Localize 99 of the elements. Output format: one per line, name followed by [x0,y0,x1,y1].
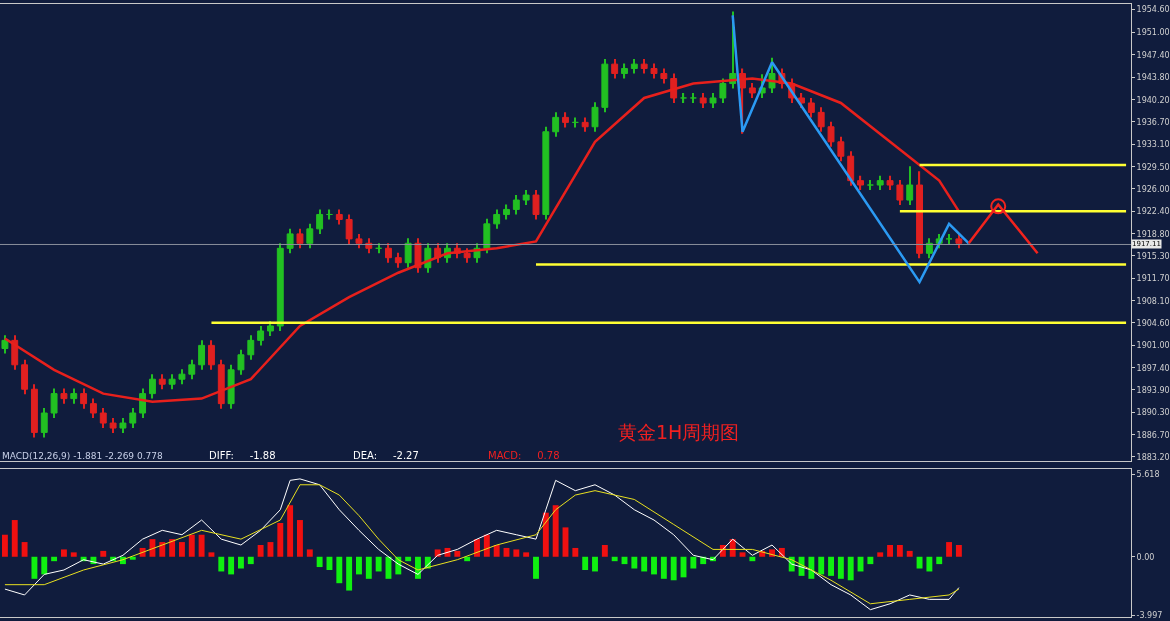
bar [818,556,825,575]
bar [198,534,205,557]
y-tick-label: 1926.00 [1136,184,1170,194]
bar [877,552,884,557]
bar [582,556,589,570]
bar [592,556,598,572]
annotation: DEA: -2.27 [353,450,419,461]
y-tick-label: 1915.30 [1136,251,1170,261]
annotation: MACD: 0.78 [488,450,560,461]
bar [208,552,215,557]
bar [670,556,677,581]
bar [611,556,618,562]
bar [837,556,844,579]
bar [129,556,136,560]
bar [346,556,353,591]
bar [523,552,530,557]
bar [149,539,156,557]
bar [306,549,313,557]
y-tick-label: 1893.90 [1136,385,1170,395]
bar [218,556,225,572]
y-tick-label: 1951.00 [1136,27,1170,37]
y-tick-label: 0.00 [1136,552,1155,562]
bar [847,556,854,581]
bar [631,556,638,569]
bar [533,556,539,579]
y-tick-label: 1901.00 [1136,341,1170,351]
bar [336,556,343,584]
y-tick-label: 1908.10 [1136,296,1170,306]
bar [552,505,559,557]
bar [896,545,903,557]
y-tick-label: 1929.50 [1136,162,1170,172]
bar [316,556,323,568]
bar [41,556,48,575]
bar [11,520,18,557]
bar [808,556,815,579]
bar [70,552,77,557]
bar [690,556,697,569]
bar [493,545,500,557]
bar [828,556,834,576]
bar [936,556,943,565]
bar [21,542,28,557]
bar [159,542,166,557]
bar [238,556,244,569]
bar [641,556,648,572]
bar [572,547,579,557]
y-tick-label: 1947.40 [1136,50,1170,60]
bar [60,549,67,557]
bar [601,545,608,557]
bar [169,539,176,557]
bar [375,556,382,572]
bar [926,556,933,572]
bar [916,556,923,569]
bar [297,520,303,557]
bar [365,556,372,579]
bar [946,542,953,557]
bar [513,549,520,557]
y-tick-label: 1940.20 [1136,95,1170,105]
annotation: MACD(12,26,9) -1.881 -2.269 0.778 [2,451,163,461]
bar [31,556,38,579]
line-series [731,14,970,284]
bar [100,550,107,557]
y-tick-label: 1911.70 [1136,274,1170,284]
bar [660,556,667,579]
bar [651,556,657,575]
bar [178,542,185,557]
bar [542,512,549,557]
annotation: DIFF: -1.88 [209,450,276,461]
bar [277,522,284,557]
bar [247,556,254,565]
y-tick-label: 1897.40 [1136,363,1170,373]
bar [287,505,294,557]
bar [356,556,362,575]
bar [867,556,874,565]
bar [51,556,58,562]
y-tick-label: 1922.40 [1136,207,1170,217]
bar [188,534,195,557]
bar [739,552,746,557]
bar [1,534,8,557]
bar [257,545,264,557]
y-tick-label: 1904.60 [1136,318,1170,328]
y-tick-label: 1886.70 [1136,430,1170,440]
bar [454,550,461,557]
y-tick-label: -3.997 [1136,611,1163,621]
y-tick-label: 5.618 [1136,470,1160,480]
y-tick-label: 1918.80 [1136,229,1170,239]
bar [749,556,756,562]
y-tick-label: 1943.80 [1136,73,1170,83]
bar [405,556,412,562]
bar [955,545,962,557]
bar [483,534,490,557]
bar [228,556,235,575]
bar [887,545,893,557]
y-tick-label: 1883.20 [1136,452,1170,462]
bar [906,550,913,557]
y-tick-label: 1890.30 [1136,408,1170,418]
y-tick-label: 1933.10 [1136,140,1170,150]
annotation: 黄金1H周期图 [618,421,740,443]
y-tick-label: 1954.60 [1136,5,1170,15]
y-tick-label: 1936.70 [1136,117,1170,127]
